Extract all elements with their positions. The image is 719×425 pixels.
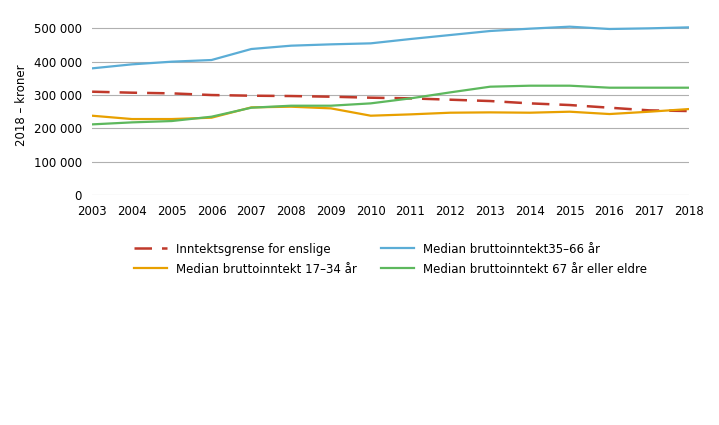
Median bruttoinntekt 17–34 år — [207, 115, 216, 120]
Line: Median bruttoinntekt 67 år eller eldre: Median bruttoinntekt 67 år eller eldre — [92, 86, 689, 125]
Y-axis label: 2018 – kroner: 2018 – kroner — [15, 64, 28, 146]
Median bruttoinntekt 17–34 år — [605, 111, 614, 116]
Median bruttoinntekt 67 år eller eldre — [287, 103, 296, 108]
Inntektsgrense for enslige — [645, 108, 654, 113]
Median bruttoinntekt 17–34 år — [88, 113, 96, 118]
Line: Inntektsgrense for enslige: Inntektsgrense for enslige — [92, 92, 689, 111]
Median bruttoinntekt35–66 år — [684, 25, 693, 30]
Median bruttoinntekt35–66 år — [446, 32, 454, 37]
Median bruttoinntekt 17–34 år — [287, 104, 296, 109]
Median bruttoinntekt 17–34 år — [127, 116, 136, 122]
Median bruttoinntekt 67 år eller eldre — [684, 85, 693, 90]
Median bruttoinntekt 17–34 år — [406, 112, 415, 117]
Median bruttoinntekt 17–34 år — [326, 106, 335, 111]
Median bruttoinntekt 17–34 år — [486, 110, 495, 115]
Inntektsgrense for enslige — [287, 94, 296, 99]
Median bruttoinntekt 17–34 år — [168, 116, 176, 122]
Median bruttoinntekt 67 år eller eldre — [247, 105, 256, 110]
Median bruttoinntekt 67 år eller eldre — [446, 90, 454, 95]
Median bruttoinntekt35–66 år — [287, 43, 296, 48]
Median bruttoinntekt 67 år eller eldre — [486, 84, 495, 89]
Inntektsgrense for enslige — [88, 89, 96, 94]
Median bruttoinntekt 67 år eller eldre — [645, 85, 654, 90]
Inntektsgrense for enslige — [367, 95, 375, 100]
Inntektsgrense for enslige — [168, 91, 176, 96]
Inntektsgrense for enslige — [565, 102, 574, 108]
Median bruttoinntekt35–66 år — [127, 62, 136, 67]
Median bruttoinntekt35–66 år — [645, 26, 654, 31]
Inntektsgrense for enslige — [446, 97, 454, 102]
Median bruttoinntekt 67 år eller eldre — [127, 120, 136, 125]
Inntektsgrense for enslige — [326, 94, 335, 99]
Median bruttoinntekt35–66 år — [326, 42, 335, 47]
Line: Median bruttoinntekt 17–34 år: Median bruttoinntekt 17–34 år — [92, 107, 689, 119]
Median bruttoinntekt35–66 år — [565, 24, 574, 29]
Median bruttoinntekt 67 år eller eldre — [526, 83, 534, 88]
Median bruttoinntekt35–66 år — [168, 59, 176, 64]
Median bruttoinntekt 17–34 år — [247, 105, 256, 110]
Inntektsgrense for enslige — [526, 101, 534, 106]
Median bruttoinntekt 67 år eller eldre — [406, 96, 415, 101]
Line: Median bruttoinntekt35–66 år: Median bruttoinntekt35–66 år — [92, 27, 689, 68]
Inntektsgrense for enslige — [406, 96, 415, 101]
Inntektsgrense for enslige — [486, 99, 495, 104]
Median bruttoinntekt 67 år eller eldre — [168, 119, 176, 124]
Median bruttoinntekt 67 år eller eldre — [565, 83, 574, 88]
Median bruttoinntekt35–66 år — [406, 37, 415, 42]
Median bruttoinntekt35–66 år — [88, 66, 96, 71]
Median bruttoinntekt35–66 år — [207, 57, 216, 62]
Inntektsgrense for enslige — [605, 105, 614, 110]
Median bruttoinntekt 17–34 år — [446, 110, 454, 115]
Median bruttoinntekt35–66 år — [247, 46, 256, 51]
Median bruttoinntekt35–66 år — [367, 41, 375, 46]
Inntektsgrense for enslige — [207, 93, 216, 98]
Inntektsgrense for enslige — [247, 93, 256, 98]
Median bruttoinntekt 17–34 år — [526, 110, 534, 115]
Inntektsgrense for enslige — [684, 108, 693, 113]
Median bruttoinntekt 17–34 år — [565, 109, 574, 114]
Median bruttoinntekt 67 år eller eldre — [326, 103, 335, 108]
Median bruttoinntekt 17–34 år — [367, 113, 375, 118]
Legend: Inntektsgrense for enslige, Median bruttoinntekt 17–34 år, Median bruttoinntekt3: Inntektsgrense for enslige, Median brutt… — [134, 243, 647, 275]
Median bruttoinntekt 67 år eller eldre — [605, 85, 614, 90]
Median bruttoinntekt35–66 år — [605, 26, 614, 31]
Median bruttoinntekt 17–34 år — [645, 109, 654, 114]
Median bruttoinntekt 67 år eller eldre — [88, 122, 96, 127]
Median bruttoinntekt 17–34 år — [684, 107, 693, 112]
Median bruttoinntekt35–66 år — [526, 26, 534, 31]
Inntektsgrense for enslige — [127, 90, 136, 95]
Median bruttoinntekt 67 år eller eldre — [367, 101, 375, 106]
Median bruttoinntekt 67 år eller eldre — [207, 114, 216, 119]
Median bruttoinntekt35–66 år — [486, 28, 495, 34]
